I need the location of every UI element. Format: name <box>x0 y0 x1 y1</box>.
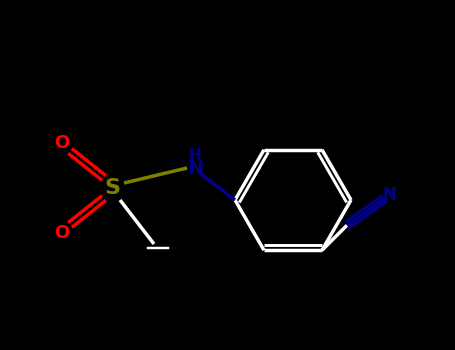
Text: O: O <box>55 224 70 242</box>
Text: N: N <box>187 160 203 178</box>
Text: H: H <box>189 147 202 162</box>
Text: O: O <box>55 134 70 152</box>
Text: N: N <box>382 186 396 204</box>
Text: S: S <box>104 178 120 198</box>
